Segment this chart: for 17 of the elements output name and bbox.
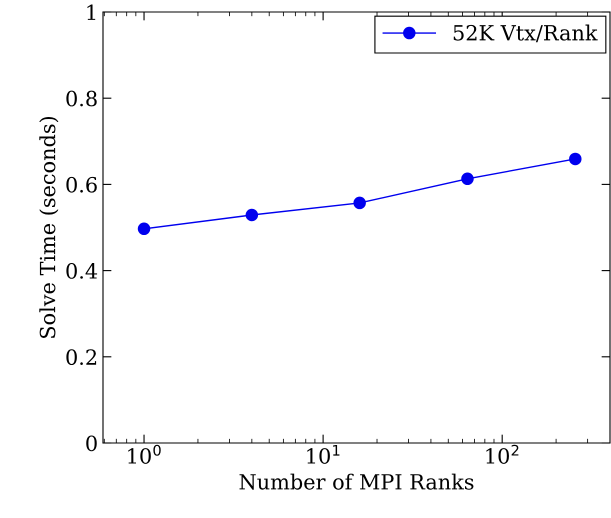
x-tick-label: 10$^{1}$ — [307, 444, 340, 464]
point — [569, 152, 582, 166]
y-tick-label: 1 — [87, 4, 96, 20]
x-axis-title: Number of MPI Ranks — [240, 474, 474, 490]
point — [246, 208, 258, 222]
y-tick-label: 0 — [86, 435, 97, 452]
y-tick-label: 0.4 — [66, 263, 98, 279]
y-tick-label: 0.6 — [66, 176, 97, 193]
point — [353, 196, 366, 210]
x-tick-label: 10$^{2}$ — [486, 444, 518, 464]
legend-label: 52K Vtx/Rank — [454, 24, 598, 42]
x-tick-label: 10$^{0}$ — [128, 444, 161, 464]
y-tick-label: 0.8 — [66, 90, 97, 106]
y-tick-label: 0.2 — [66, 349, 96, 366]
point — [138, 222, 150, 236]
point — [461, 172, 474, 186]
y-axis-title: Solve Time (seconds) — [39, 116, 58, 338]
